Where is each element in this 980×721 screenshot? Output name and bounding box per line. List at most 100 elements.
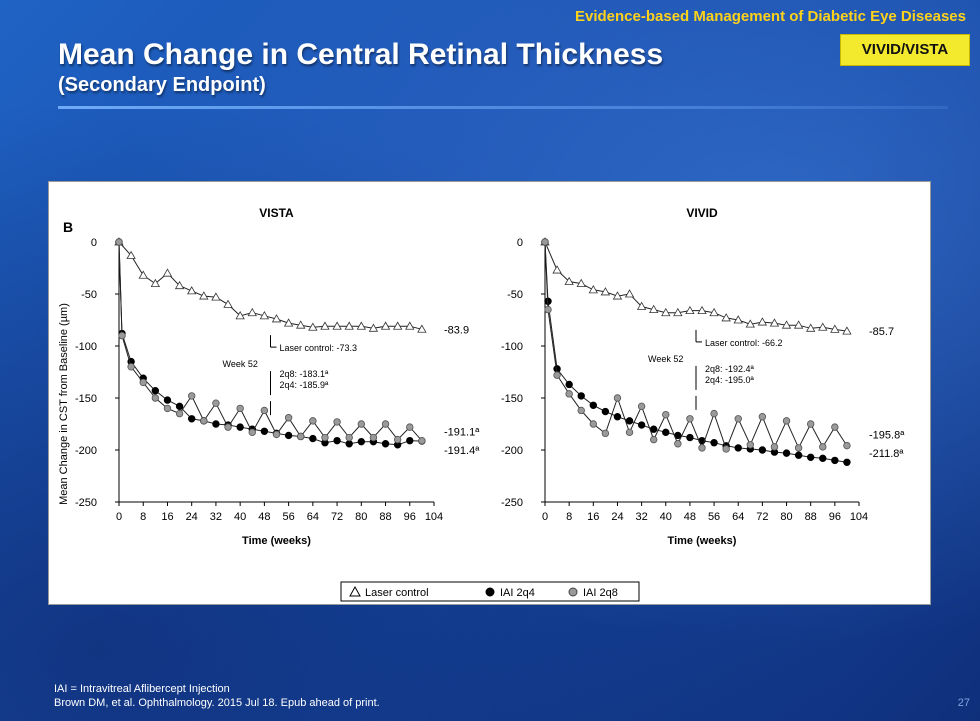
data-point — [417, 324, 427, 333]
data-point — [199, 291, 209, 300]
x-tick-label: 48 — [258, 511, 270, 523]
x-tick-label: 80 — [355, 511, 367, 523]
y-tick-label: -200 — [501, 445, 523, 457]
data-point — [309, 434, 317, 443]
data-point — [553, 371, 561, 379]
data-point — [345, 433, 353, 442]
data-point — [297, 432, 305, 441]
data-point — [174, 280, 185, 290]
chart-title: VIVID — [686, 206, 718, 220]
data-point — [406, 436, 414, 445]
data-point — [163, 404, 172, 413]
data-point — [674, 440, 682, 448]
x-tick-label: 64 — [307, 511, 319, 523]
data-point — [544, 305, 552, 314]
x-tick-label: 88 — [379, 511, 391, 523]
x-tick-label: 32 — [210, 511, 222, 523]
x-tick-label: 48 — [684, 511, 696, 523]
x-tick-label: 88 — [805, 511, 817, 523]
data-point — [600, 287, 611, 296]
x-tick-label: 72 — [331, 511, 343, 523]
end-value-label: -191.4ª — [444, 445, 480, 457]
data-point — [577, 392, 585, 400]
page-subtitle: (Secondary Endpoint) — [58, 74, 266, 96]
data-point — [333, 418, 341, 426]
data-point — [636, 301, 647, 310]
panel-label: B — [63, 219, 73, 235]
data-point — [649, 304, 659, 314]
end-value-label: -85.7 — [869, 326, 894, 338]
data-point — [126, 250, 136, 259]
course-title: Evidence-based Management of Diabetic Ey… — [575, 8, 966, 25]
figure-panel: B Mean Change in CST from Baseline (µm) … — [48, 181, 931, 605]
data-point — [259, 311, 270, 320]
x-tick-label: 104 — [850, 511, 868, 523]
data-point — [661, 307, 671, 317]
data-point — [393, 435, 402, 444]
series-line-iai-2q4 — [544, 241, 847, 463]
data-point — [770, 443, 779, 451]
chart-vivid: VIVID 0 -50 -100 -150 -200 -250 0 8 16 24 32 40 48 56 6… — [501, 206, 905, 547]
x-tick-label: 56 — [708, 511, 720, 523]
data-point — [224, 423, 232, 431]
data-point — [565, 390, 573, 398]
data-point — [577, 406, 585, 415]
data-point — [115, 238, 123, 246]
end-value-label: -191.1ª — [444, 426, 480, 438]
data-point — [697, 305, 707, 315]
data-point — [758, 446, 767, 454]
x-tick-label: 8 — [566, 511, 572, 523]
series-line-laser-control — [118, 241, 423, 330]
data-point — [662, 428, 670, 437]
data-point — [745, 319, 755, 328]
data-point — [187, 286, 197, 295]
legend-laser-marker — [349, 585, 361, 597]
data-point — [842, 326, 852, 335]
data-point — [564, 276, 574, 285]
data-point — [368, 323, 379, 332]
data-point — [831, 456, 839, 465]
data-point — [686, 433, 694, 442]
annotation-2q8: 2q8: -183.1ª — [280, 369, 330, 379]
data-point — [236, 423, 244, 431]
data-point — [649, 425, 658, 433]
data-point — [127, 363, 135, 371]
series-line-laser-control — [544, 241, 847, 332]
data-point — [637, 402, 646, 411]
x-axis-label: Time (weeks) — [242, 535, 311, 547]
data-point — [819, 454, 827, 463]
chart-figure: B Mean Change in CST from Baseline (µm) … — [58, 206, 905, 602]
data-point — [235, 311, 245, 320]
annotation-2q4: 2q4: -185.9ª — [280, 380, 330, 390]
data-point — [734, 444, 742, 452]
data-point — [271, 314, 282, 323]
data-point — [369, 433, 378, 442]
annotation-laser: Laser control: -73.3 — [280, 343, 358, 353]
data-point — [296, 320, 306, 329]
data-point — [418, 437, 426, 445]
data-point — [541, 238, 549, 246]
data-point — [662, 410, 670, 419]
citation-footnote: Brown DM, et al. Ophthalmology. 2015 Jul… — [54, 697, 380, 709]
data-point — [283, 318, 294, 327]
y-tick-label: -100 — [75, 341, 97, 353]
data-point — [781, 320, 792, 329]
data-point — [685, 305, 695, 315]
data-point — [151, 394, 160, 402]
data-point — [601, 407, 610, 416]
chart-vista: VISTA 0 -50 -100 -150 -200 -250 0 8 16 24 32 40 48 56 6… — [75, 206, 480, 547]
data-point — [406, 423, 414, 431]
data-point — [698, 444, 706, 452]
data-point — [212, 420, 220, 428]
x-tick-label: 64 — [732, 511, 744, 523]
annotation-laser: Laser control: -66.2 — [705, 338, 783, 348]
x-tick-label: 40 — [660, 511, 672, 523]
x-tick-label: 16 — [161, 511, 173, 523]
x-tick-label: 72 — [756, 511, 768, 523]
legend-laser-label: Laser control — [365, 587, 429, 599]
data-point — [806, 420, 815, 428]
data-point — [818, 322, 828, 331]
annotation-2q4: 2q4: -195.0ª — [705, 375, 755, 385]
data-point — [272, 430, 281, 439]
abbreviation-footnote: IAI = Intravitreal Aflibercept Injection — [54, 683, 230, 695]
